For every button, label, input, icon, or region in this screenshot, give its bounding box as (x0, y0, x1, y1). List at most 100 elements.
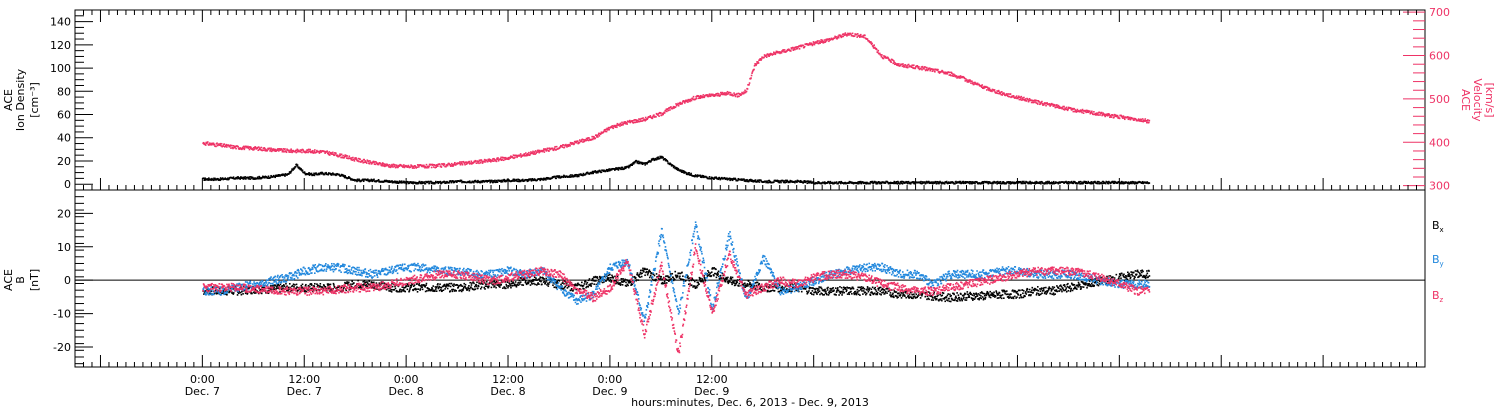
data-point (339, 153, 341, 155)
data-point (702, 175, 705, 177)
data-point (216, 142, 218, 145)
data-point (358, 160, 360, 163)
data-point (204, 177, 207, 180)
data-point (383, 164, 386, 166)
data-point (716, 94, 719, 97)
data-point (1028, 99, 1030, 102)
data-point (405, 181, 407, 183)
data-point (1147, 119, 1149, 121)
data-point (906, 65, 908, 67)
data-point (1080, 109, 1083, 112)
data-point (315, 289, 318, 292)
data-point (859, 35, 862, 37)
data-point (537, 150, 540, 153)
data-point (1128, 118, 1131, 120)
data-point (719, 178, 722, 181)
data-point (484, 161, 486, 163)
data-point (463, 162, 466, 165)
data-point (614, 168, 617, 171)
data-point (314, 149, 316, 151)
data-point (474, 160, 476, 163)
data-point (291, 151, 293, 154)
data-point (527, 152, 529, 155)
data-point (500, 181, 502, 183)
data-point (621, 166, 624, 169)
data-point (519, 153, 522, 155)
data-point (743, 92, 746, 94)
data-point (223, 143, 226, 145)
data-point (325, 171, 327, 174)
data-point (440, 288, 442, 291)
data-point (899, 183, 901, 185)
data-point (251, 148, 254, 150)
bottom-left-tick-label: 0 (64, 274, 71, 287)
data-point (555, 145, 558, 148)
data-point (880, 182, 883, 185)
data-point (286, 174, 288, 176)
data-point (1119, 182, 1122, 185)
data-point (251, 292, 253, 295)
data-point (545, 150, 548, 152)
data-point (319, 149, 322, 152)
data-point (384, 165, 386, 168)
data-point (293, 167, 296, 170)
data-point (333, 154, 336, 157)
data-point (661, 156, 663, 158)
data-point (623, 122, 626, 125)
data-point (399, 282, 402, 285)
data-point (1030, 99, 1032, 101)
data-point (982, 182, 985, 185)
data-point (875, 181, 878, 184)
data-point (370, 180, 372, 182)
data-point (404, 165, 407, 168)
data-point (1045, 181, 1048, 184)
data-point (410, 286, 412, 288)
data-point (294, 150, 297, 153)
data-point (756, 179, 759, 182)
data-point (946, 73, 949, 75)
data-point (366, 281, 368, 283)
data-point (767, 181, 769, 184)
data-point (208, 177, 210, 179)
data-point (875, 183, 878, 185)
data-point (982, 87, 985, 90)
data-point (318, 152, 321, 154)
data-point (459, 161, 461, 163)
data-point (743, 178, 745, 180)
data-point (623, 168, 625, 170)
data-point (644, 119, 646, 122)
data-point (921, 181, 924, 183)
data-point (481, 162, 484, 164)
data-point (717, 94, 720, 97)
data-point (255, 292, 257, 294)
data-point (411, 165, 413, 168)
data-point (323, 150, 326, 153)
data-point (954, 182, 956, 185)
data-point (624, 166, 626, 168)
data-point (758, 59, 761, 61)
data-point (889, 182, 891, 185)
data-point (1041, 103, 1044, 105)
data-point (724, 93, 726, 96)
data-point (315, 151, 318, 154)
data-point (496, 279, 498, 282)
data-point (684, 100, 687, 103)
data-point (1047, 182, 1050, 184)
data-point (621, 168, 623, 170)
data-point (327, 153, 330, 156)
data-point (374, 160, 376, 163)
data-point (721, 176, 723, 179)
data-point (467, 161, 470, 164)
data-point (287, 289, 289, 291)
data-point (813, 42, 815, 44)
data-point (1024, 182, 1027, 185)
data-point (461, 285, 464, 287)
data-point (469, 281, 471, 284)
data-point (556, 175, 559, 177)
data-point (616, 168, 618, 171)
data-point (327, 284, 329, 287)
data-point (1100, 112, 1102, 115)
data-point (408, 182, 411, 184)
data-point (591, 138, 594, 141)
data-point (423, 181, 426, 183)
